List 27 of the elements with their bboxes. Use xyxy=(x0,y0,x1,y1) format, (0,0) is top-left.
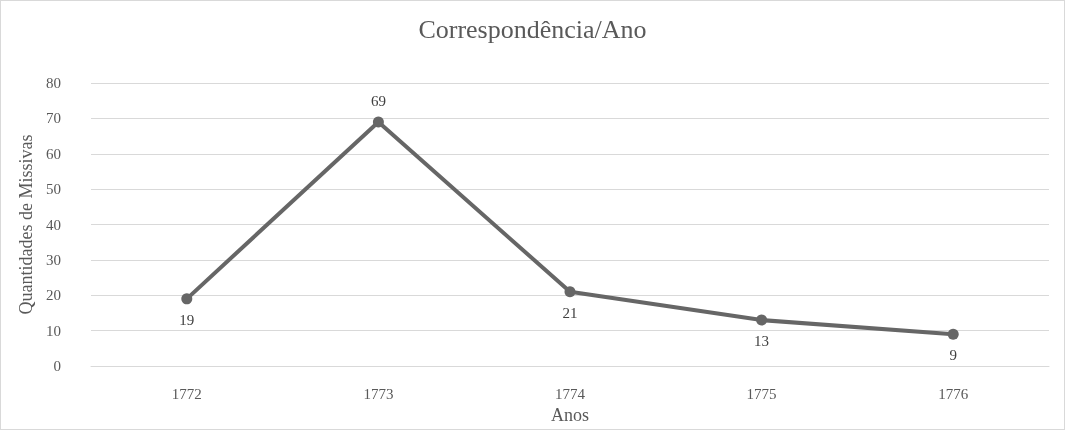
y-tick-label: 0 xyxy=(53,358,61,375)
x-tick-label: 1775 xyxy=(746,385,777,402)
x-tick-label: 1773 xyxy=(363,385,394,402)
y-tick-label: 50 xyxy=(46,181,61,198)
chart-title: Correspondência/Ano xyxy=(418,14,647,44)
data-label: 69 xyxy=(370,92,386,109)
data-label: 21 xyxy=(562,304,578,321)
y-tick-label: 60 xyxy=(46,145,61,162)
y-tick-label: 10 xyxy=(46,322,61,339)
y-tick-label: 70 xyxy=(46,110,61,127)
x-tick-label: 1776 xyxy=(938,385,969,402)
y-tick-label: 20 xyxy=(46,287,61,304)
y-tick-label: 40 xyxy=(46,216,61,233)
data-label: 19 xyxy=(179,311,195,328)
x-tick-label: 1772 xyxy=(171,385,202,402)
y-axis-title: Quantidades de Missivas xyxy=(16,134,37,315)
y-tick-label: 30 xyxy=(46,251,61,268)
point xyxy=(181,293,193,305)
data-label: 9 xyxy=(949,347,957,364)
y-tick-label: 80 xyxy=(46,75,61,91)
x-axis-title: Anos xyxy=(550,405,590,425)
point xyxy=(947,328,959,340)
point xyxy=(564,286,576,298)
data-label: 13 xyxy=(754,333,770,350)
point xyxy=(756,314,768,326)
point xyxy=(372,116,384,128)
x-tick-label: 1774 xyxy=(555,385,586,402)
